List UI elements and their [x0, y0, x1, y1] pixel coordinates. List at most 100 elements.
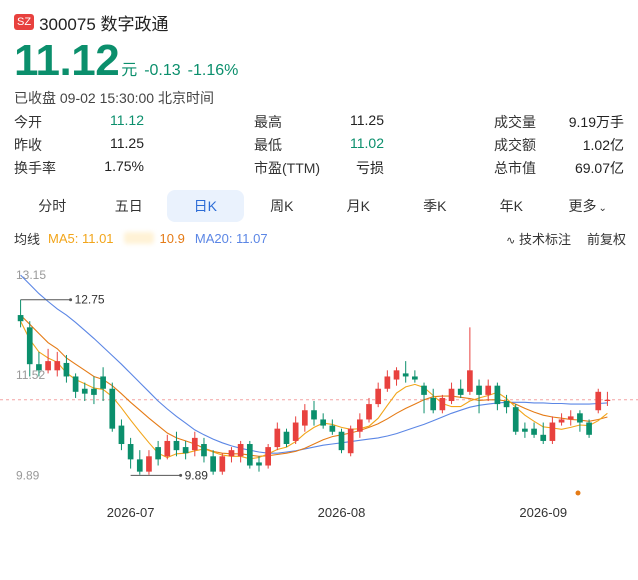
- candle-body: [63, 362, 70, 377]
- candle-body: [577, 413, 583, 423]
- quote-label: 成交额: [494, 136, 536, 153]
- y-tick-label: 11.52: [16, 368, 45, 382]
- candle-body: [393, 370, 400, 380]
- quote-row: 昨收 11.25 最低 11.02 成交额 1.02亿: [14, 133, 626, 156]
- quote-value: 69.07亿: [574, 159, 624, 176]
- candle-body: [467, 370, 473, 392]
- ma10-line: [20, 314, 608, 457]
- x-tick-label: 2026-09: [519, 505, 567, 520]
- candle-body: [301, 410, 308, 426]
- quote-low: 最低 11.02: [254, 135, 384, 155]
- quote-value: 亏损: [356, 159, 384, 176]
- price-change: -0.13: [144, 62, 181, 79]
- title-row: SZ 300075 数字政通: [14, 10, 238, 34]
- x-tick-label: 2026-07: [107, 505, 155, 520]
- candle-body: [228, 450, 235, 457]
- candle-body: [375, 388, 382, 405]
- candle-body: [430, 397, 437, 411]
- quote-label: 市盈(TTM): [254, 159, 321, 176]
- quote-value: 1.02亿: [582, 136, 624, 153]
- trend-icon: ∿: [506, 234, 516, 247]
- annotation-label: 12.75: [75, 293, 105, 307]
- ma-legend: 均线 MA5: 11.01 10.9 MA20: 11.07 ∿ 技术标注 前复…: [14, 228, 626, 248]
- y-tick-label: 9.89: [16, 468, 40, 482]
- market-status: 已收盘 09-02 15:30:00 北京时间: [14, 90, 214, 106]
- candle-body: [91, 388, 97, 395]
- candle-body: [136, 459, 143, 472]
- candle-body: [357, 419, 363, 432]
- quote-volume: 成交量 9.19万手: [494, 112, 624, 132]
- period-tabs: 分时 五日 日K 周K 月K 季K 年K 更多 ⌄: [14, 190, 626, 222]
- candle-body: [191, 437, 198, 451]
- stock-header: SZ 300075 数字政通 11.12 元 -0.13 -1.16% 已收盘 …: [14, 10, 238, 108]
- candle-body: [595, 391, 602, 411]
- quote-turnover-amount: 成交额 1.02亿: [494, 135, 624, 155]
- tech-annotation-label: 技术标注: [518, 231, 571, 247]
- quote-label: 总市值: [494, 159, 536, 176]
- event-marker-dot: [575, 490, 581, 496]
- candle-body: [256, 462, 262, 466]
- quote-value: 11.25: [110, 134, 144, 151]
- candle-body: [531, 428, 537, 435]
- ma5-line: [20, 320, 608, 460]
- candle-body: [402, 373, 409, 377]
- tech-annotation-button[interactable]: ∿ 技术标注: [506, 229, 571, 248]
- blurred-label: [123, 232, 154, 244]
- ma20-line: [20, 274, 608, 454]
- candle-body: [503, 401, 510, 408]
- tab-more[interactable]: 更多 ⌄: [550, 190, 627, 222]
- quote-row: 换手率 1.75% 市盈(TTM) 亏损 总市值 69.07亿: [14, 156, 626, 179]
- quote-high: 最高 11.25: [254, 112, 384, 132]
- adjust-mode-button[interactable]: 前复权: [586, 231, 626, 247]
- quote-turnover-rate: 换手率 1.75%: [14, 158, 144, 178]
- candle-body: [384, 376, 391, 389]
- candle-body: [100, 376, 106, 389]
- candle-body: [586, 422, 592, 435]
- tab-quarterly-k[interactable]: 季K: [423, 198, 447, 214]
- candle-body: [265, 447, 271, 466]
- tab-yearly-k[interactable]: 年K: [499, 198, 523, 214]
- quote-open: 今开 11.12: [14, 112, 144, 132]
- candle-body: [604, 399, 611, 402]
- quote-value: 11.02: [350, 134, 384, 151]
- candle-body: [485, 385, 492, 395]
- candle-body: [237, 444, 244, 457]
- tab-five-day[interactable]: 五日: [114, 198, 143, 214]
- candle-body: [36, 364, 42, 371]
- candle-body: [109, 388, 116, 429]
- candle-body: [127, 444, 134, 460]
- candlestick-chart[interactable]: 13.15 11.52 9.89 12.75 9.89 2026-07 2026-08 202…: [0, 255, 638, 525]
- ma5-value: MA5: 11.01: [48, 230, 114, 246]
- chart-tools: ∿ 技术标注 前复权: [490, 229, 626, 248]
- quote-grid: 今开 11.12 最高 11.25 成交量 9.19万手 昨收 11.25 最低 11.0…: [14, 110, 626, 179]
- quote-value: 11.25: [350, 111, 384, 128]
- candle-body: [311, 410, 317, 420]
- candle-body: [457, 388, 464, 395]
- ma10-value: 10.9: [159, 230, 185, 246]
- candle-body: [26, 327, 33, 365]
- tab-daily-k[interactable]: 日K: [167, 190, 244, 222]
- quote-value: 9.19万手: [568, 113, 624, 130]
- x-tick-label: 2026-08: [318, 505, 366, 520]
- price-row: 11.12 元 -0.13 -1.16%: [14, 36, 238, 88]
- quote-label: 最低: [254, 136, 282, 153]
- quote-value: 11.12: [110, 111, 144, 128]
- candle-body: [118, 425, 125, 445]
- y-tick-label: 13.15: [16, 268, 46, 282]
- candle-body: [476, 385, 482, 395]
- candle-body: [274, 428, 281, 448]
- current-price: 11.12: [14, 36, 120, 85]
- quote-label: 换手率: [14, 159, 56, 176]
- candle-body: [173, 440, 180, 451]
- candle-body: [210, 456, 216, 472]
- candle-body: [329, 425, 336, 432]
- annotation-dot: [179, 473, 183, 477]
- chevron-down-icon: ⌄: [598, 203, 607, 214]
- tab-weekly-k[interactable]: 周K: [270, 198, 294, 214]
- tab-intraday[interactable]: 分时: [38, 198, 67, 214]
- quote-label: 今开: [14, 113, 42, 130]
- candle-body: [366, 404, 372, 420]
- exchange-badge: SZ: [14, 14, 35, 30]
- ma-label[interactable]: 均线: [14, 231, 41, 247]
- tab-monthly-k[interactable]: 月K: [346, 198, 370, 214]
